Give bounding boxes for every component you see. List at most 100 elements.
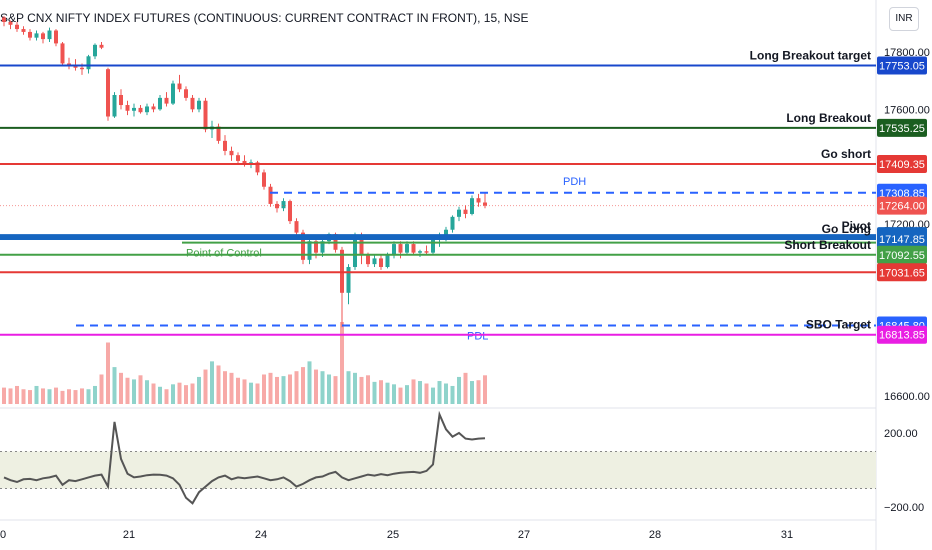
volume-bar [236,377,240,404]
candle-body [151,106,156,110]
volume-bar [333,376,338,404]
volume-bar [216,365,221,404]
candle-body [320,241,325,253]
volume-bar [151,383,156,404]
candle-body [229,150,234,156]
candle-body [138,107,143,113]
chart-title: S&P CNX NIFTY INDEX FUTURES (CONTINUOUS:… [0,11,529,25]
volume-bar [476,380,481,404]
volume-bar [262,374,266,404]
candle-body [301,232,305,260]
candle-body [457,209,461,217]
price-tick-label: 17800.00 [884,47,930,59]
volume-bar [34,385,39,404]
candle-body [67,63,71,65]
level-label-pdl: PDL [467,331,488,343]
time-tick-label: 27 [518,529,530,541]
candle-body [2,17,6,22]
time-tick-label: 28 [649,529,661,541]
candle-body [15,24,19,30]
candle-body [255,162,260,173]
time-tick-label: 24 [255,529,267,541]
volume-bar [125,377,130,404]
volume-bar [177,382,182,404]
candle-body [158,97,162,110]
candle-body [314,241,318,253]
candle-body [184,89,188,98]
candle-body [171,83,175,104]
volume-bar [450,385,455,404]
volume-bar [418,381,422,404]
level-label-go-short: Go short [821,147,871,161]
volume-bar [301,367,305,404]
volume-bar [106,342,110,404]
volume-bar [255,383,260,404]
candle-body [444,229,448,236]
candle-body [275,203,279,209]
candle-body [164,97,169,104]
volume-bar [359,376,364,404]
currency-button[interactable]: INR [889,7,919,31]
candle-body [41,33,45,40]
volume-bar [203,369,208,404]
volume-bar [164,389,169,404]
volume-bar [457,376,461,404]
price-tag-label: 17092.55 [879,250,925,262]
candles [2,16,487,328]
candle-body [47,30,52,40]
candle-body [125,105,130,111]
volume-bar [197,376,201,404]
price-tag [877,118,927,137]
level-label-long-breakout: Long Breakout [786,111,871,125]
level-label-long-breakout-target: Long Breakout target [750,48,871,62]
volume-bar [112,367,117,404]
volume-bar [281,376,286,404]
candle-body [450,216,455,230]
price-tags: 17753.0517535.2517409.3517308.8517157.55… [877,56,927,344]
candle-body [411,244,416,253]
last-price-tag [877,196,927,215]
volume-bar [73,390,78,404]
volume-bar [28,390,32,404]
volume-bar [184,385,188,404]
oscillator-tick-label: 200.00 [884,428,918,440]
candle-body [132,107,136,111]
volume-bar [411,379,416,404]
volume-bar [314,369,318,404]
candle-body [431,239,435,253]
volume-bar [431,387,435,404]
volume-bar [99,374,104,404]
volume-bar [392,384,396,404]
volume-bar [190,383,195,404]
price-tick-label: 17600.00 [884,104,930,116]
candle-body [379,258,383,267]
volume-bar [210,361,214,404]
candle-body [145,106,149,113]
level-label-point-of-control: Point of Control [186,248,262,260]
price-tag [877,263,927,282]
oscillator-band [0,451,876,489]
candle-body [268,186,273,204]
candle-body [223,140,227,151]
time-tick-label: 31 [781,529,793,541]
candle-body [346,267,351,293]
volume-bar [229,372,234,404]
price-tag [877,56,927,75]
candle-body [294,221,299,233]
volume-bar [366,375,370,404]
volume-bar [307,361,312,404]
volume-bar [379,380,383,404]
time-tick-label: 20 [0,529,6,541]
candle-body [463,209,468,214]
volume-bar [86,389,91,404]
candle-body [8,21,13,25]
price-tag-label: 17147.85 [879,234,925,246]
volume-bar [405,385,409,404]
candle-body [281,201,286,209]
candle-body [236,155,240,161]
volume-bar [327,374,331,404]
volume-bar [171,384,175,404]
volume-bar [463,372,468,404]
volume-bar [132,379,136,404]
